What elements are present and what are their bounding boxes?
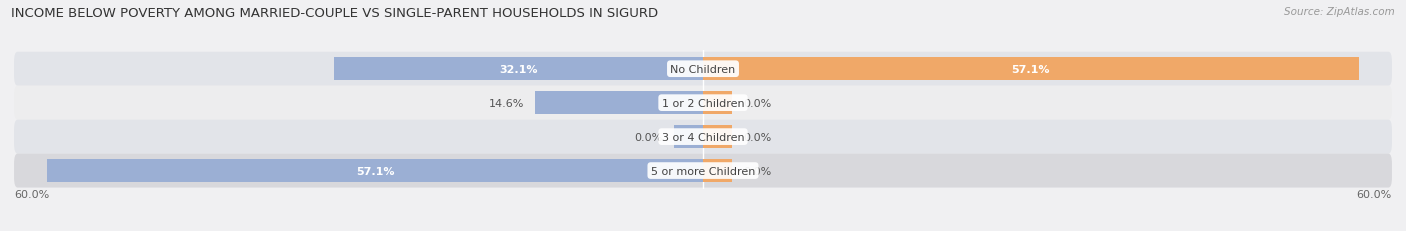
Text: 32.1%: 32.1%: [499, 64, 538, 74]
Bar: [703, 58, 1358, 81]
FancyBboxPatch shape: [14, 86, 1392, 120]
Text: 0.0%: 0.0%: [744, 166, 772, 176]
Text: Source: ZipAtlas.com: Source: ZipAtlas.com: [1284, 7, 1395, 17]
Text: 14.6%: 14.6%: [488, 98, 524, 108]
Bar: [675, 125, 703, 149]
Text: INCOME BELOW POVERTY AMONG MARRIED-COUPLE VS SINGLE-PARENT HOUSEHOLDS IN SIGURD: INCOME BELOW POVERTY AMONG MARRIED-COUPL…: [11, 7, 658, 20]
FancyBboxPatch shape: [14, 154, 1392, 188]
Text: 60.0%: 60.0%: [14, 189, 49, 199]
Bar: [703, 92, 731, 115]
FancyBboxPatch shape: [14, 120, 1392, 154]
Bar: [48, 159, 703, 182]
FancyBboxPatch shape: [14, 52, 1392, 86]
Bar: [703, 125, 731, 149]
Text: 0.0%: 0.0%: [634, 132, 662, 142]
Bar: [335, 58, 703, 81]
Text: 57.1%: 57.1%: [1011, 64, 1050, 74]
Text: 57.1%: 57.1%: [356, 166, 395, 176]
Text: 60.0%: 60.0%: [1357, 189, 1392, 199]
Text: 1 or 2 Children: 1 or 2 Children: [662, 98, 744, 108]
Text: 0.0%: 0.0%: [744, 132, 772, 142]
Text: 0.0%: 0.0%: [744, 98, 772, 108]
Bar: [536, 92, 703, 115]
Text: 3 or 4 Children: 3 or 4 Children: [662, 132, 744, 142]
Bar: [703, 159, 731, 182]
Text: 5 or more Children: 5 or more Children: [651, 166, 755, 176]
Text: No Children: No Children: [671, 64, 735, 74]
